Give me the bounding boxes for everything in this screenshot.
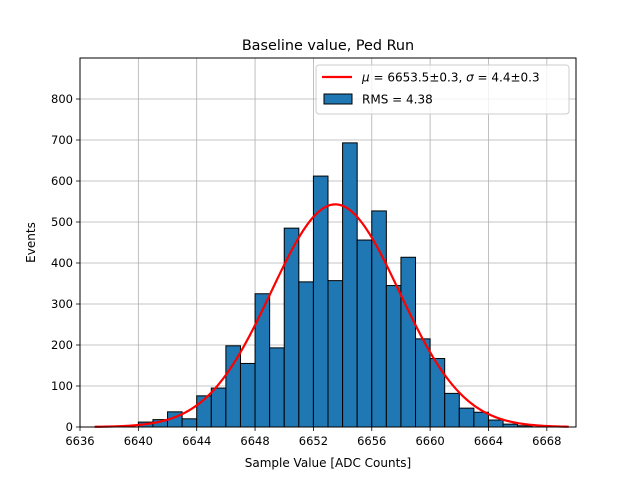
x-tick-label: 6668	[532, 434, 561, 448]
y-axis-label: Events	[24, 222, 38, 263]
legend-box	[315, 64, 570, 115]
legend-histogram-label: RMS = 4.38	[362, 93, 433, 107]
legend-fit-mu-symbol: μ	[361, 71, 370, 85]
x-axis-ticks: 6636 6640 6644 6648 6652 6656 6660 6664 6668	[65, 427, 561, 448]
histogram-bar	[342, 142, 358, 428]
y-tick-label: 0	[66, 420, 73, 434]
histogram-bar	[400, 256, 417, 428]
y-tick-label: 400	[51, 256, 73, 270]
histogram-bar	[444, 392, 460, 428]
y-tick-label: 100	[51, 379, 73, 393]
legend-fit-sigma-symbol: σ	[466, 71, 474, 85]
histogram-bar	[473, 411, 489, 428]
x-tick-label: 6664	[474, 434, 503, 448]
histogram-bar	[415, 338, 431, 428]
y-tick-label: 200	[51, 338, 73, 352]
histogram-bar	[356, 239, 373, 428]
y-tick-label: 500	[51, 215, 73, 229]
histogram-bar	[239, 362, 256, 428]
legend: μ = 6653.5±0.3, σ = 4.4±0.3 RMS = 4.38	[315, 64, 570, 115]
histogram-bar	[429, 358, 446, 428]
y-tick-label: 600	[51, 174, 73, 188]
x-tick-label: 6636	[65, 434, 94, 448]
y-tick-label: 300	[51, 297, 73, 311]
legend-fit-mu-value: = 6653.5±0.3,	[370, 71, 466, 85]
legend-histogram-swatch	[323, 93, 353, 105]
x-tick-label: 6640	[124, 434, 153, 448]
legend-fit-label: μ = 6653.5±0.3, σ = 4.4±0.3	[361, 71, 540, 85]
fit-curve-layer	[94, 203, 569, 428]
x-axis-label: Sample Value [ADC Counts]	[245, 456, 411, 470]
y-axis-ticks: 0 100 200 300 400 500 600 700 800	[51, 92, 80, 434]
legend-fit-sigma-value: = 4.4±0.3	[474, 71, 540, 85]
y-tick-label: 800	[51, 92, 73, 106]
histogram-bar	[210, 387, 227, 428]
histogram-bar	[254, 293, 271, 428]
histogram-bar	[458, 407, 475, 428]
x-tick-label: 6656	[357, 434, 386, 448]
x-tick-label: 6644	[182, 434, 211, 448]
histogram-bar	[385, 285, 402, 428]
y-tick-label: 700	[51, 133, 73, 147]
chart-title: Baseline value, Ped Run	[242, 38, 414, 54]
x-tick-label: 6648	[240, 434, 269, 448]
x-tick-label: 6660	[415, 434, 444, 448]
histogram-bar	[269, 347, 285, 428]
histogram-bar	[181, 418, 198, 428]
plot-frame	[79, 57, 577, 428]
gaussian-fit-curve	[94, 203, 569, 428]
histogram-bar	[487, 419, 504, 428]
histogram-bar	[327, 280, 344, 428]
histogram-bar	[298, 281, 314, 428]
x-tick-label: 6652	[299, 434, 328, 448]
